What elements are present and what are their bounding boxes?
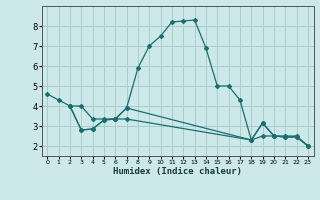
X-axis label: Humidex (Indice chaleur): Humidex (Indice chaleur)	[113, 167, 242, 176]
